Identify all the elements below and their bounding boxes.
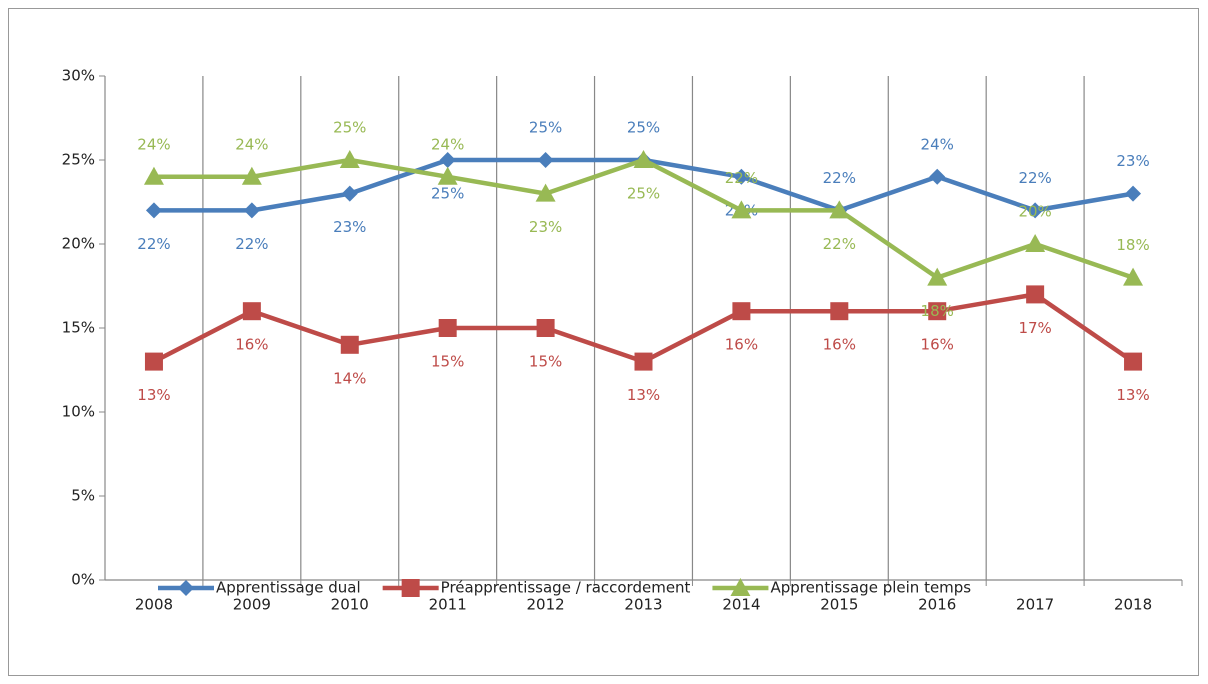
x-tick-label: 2017 — [1016, 596, 1054, 614]
marker — [1027, 202, 1044, 219]
data-label: 20% — [1018, 203, 1051, 221]
y-tick-label: 5% — [71, 487, 95, 505]
data-label: 22% — [725, 169, 758, 187]
marker — [929, 168, 946, 185]
marker — [830, 302, 849, 321]
data-label: 22% — [137, 235, 170, 253]
legend-label: Apprentissage plein temps — [770, 579, 971, 597]
data-label: 15% — [431, 353, 464, 371]
data-label: 24% — [921, 135, 954, 153]
legend-label: Préapprentissage / raccordement — [441, 579, 691, 597]
data-label: 24% — [137, 135, 170, 153]
data-label: 25% — [627, 119, 660, 137]
x-tick-label: 2009 — [233, 596, 271, 614]
marker — [341, 185, 358, 202]
marker — [437, 166, 458, 185]
marker — [143, 166, 164, 185]
data-label: 14% — [333, 369, 366, 387]
marker — [733, 168, 750, 185]
marker — [829, 200, 850, 219]
data-label: 25% — [627, 185, 660, 203]
y-tick-label: 10% — [62, 403, 95, 421]
marker — [340, 335, 359, 354]
x-tick-label: 2014 — [722, 596, 760, 614]
data-label: 16% — [235, 336, 268, 354]
marker — [243, 202, 260, 219]
y-tick-label: 20% — [62, 235, 95, 253]
marker — [535, 183, 556, 202]
data-label: 25% — [333, 119, 366, 137]
marker — [241, 166, 262, 185]
x-tick-label: 2010 — [331, 596, 369, 614]
marker — [537, 152, 554, 168]
data-label: 24% — [235, 135, 268, 153]
data-label: 23% — [529, 218, 562, 236]
marker — [634, 352, 653, 371]
data-label: 16% — [921, 336, 954, 354]
marker — [927, 267, 948, 286]
data-label: 23% — [333, 218, 366, 236]
data-label: 18% — [1116, 236, 1149, 254]
x-tick-label: 2015 — [820, 596, 858, 614]
marker — [1123, 267, 1144, 286]
data-label: 16% — [725, 336, 758, 354]
marker — [401, 579, 420, 597]
data-label: 15% — [529, 353, 562, 371]
marker — [1026, 285, 1045, 304]
x-tick-label: 2012 — [526, 596, 564, 614]
data-label: 13% — [1116, 386, 1149, 404]
marker — [242, 302, 261, 321]
marker — [732, 302, 751, 321]
marker — [439, 152, 456, 168]
data-label: 13% — [137, 386, 170, 404]
marker — [1025, 234, 1046, 252]
x-tick-label: 2016 — [918, 596, 956, 614]
legend-label: Apprentissage dual — [216, 579, 361, 597]
data-label: 22% — [823, 169, 856, 187]
marker — [536, 319, 555, 337]
marker — [731, 200, 752, 219]
y-tick-label: 15% — [62, 319, 95, 337]
marker — [438, 319, 457, 337]
marker — [144, 352, 163, 371]
x-tick-label: 2018 — [1114, 596, 1152, 614]
x-tick-label: 2008 — [135, 596, 173, 614]
y-tick-label: 30% — [62, 67, 95, 85]
data-label: 17% — [1018, 319, 1051, 337]
data-label: 23% — [1116, 152, 1149, 170]
marker — [928, 302, 947, 321]
data-label: 22% — [823, 235, 856, 253]
marker — [1124, 352, 1143, 371]
x-tick-label: 2013 — [624, 596, 662, 614]
marker — [339, 150, 360, 168]
y-tick-label: 0% — [71, 571, 95, 589]
data-label: 25% — [431, 185, 464, 203]
data-label: 22% — [1018, 169, 1051, 187]
data-label: 25% — [529, 119, 562, 137]
marker — [1125, 185, 1142, 202]
data-label: 22% — [235, 235, 268, 253]
chart-frame — [8, 8, 1199, 676]
marker — [633, 150, 654, 168]
y-tick-label: 25% — [62, 151, 95, 169]
marker — [730, 578, 751, 596]
data-label: 13% — [627, 386, 660, 404]
marker — [178, 580, 194, 596]
data-label: 18% — [921, 302, 954, 320]
data-label: 24% — [431, 135, 464, 153]
marker — [145, 202, 162, 219]
data-label: 16% — [823, 336, 856, 354]
x-tick-label: 2011 — [429, 596, 467, 614]
